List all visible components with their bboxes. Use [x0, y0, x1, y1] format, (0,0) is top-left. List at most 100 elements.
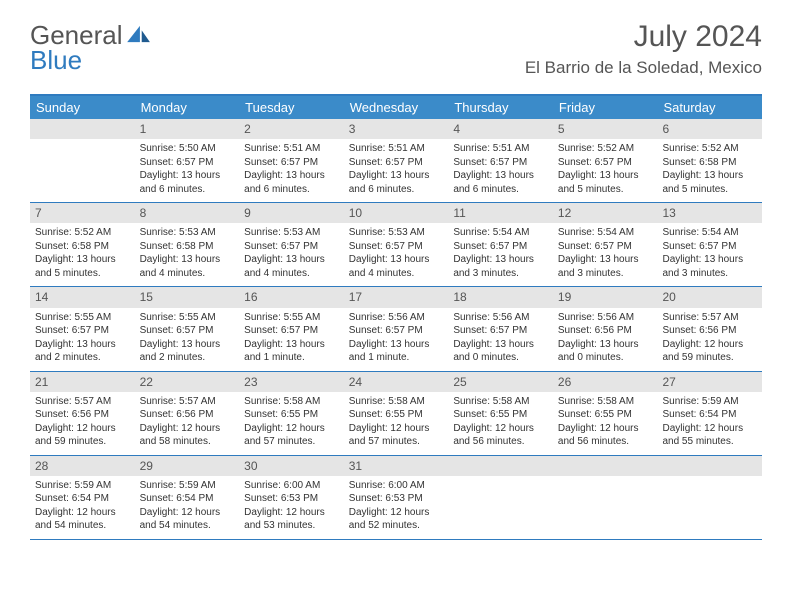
day-info-line: Sunset: 6:53 PM — [244, 492, 339, 506]
day-info-line: Sunset: 6:56 PM — [35, 408, 130, 422]
day-info-line: Daylight: 13 hours — [244, 338, 339, 352]
day-number: 27 — [657, 372, 762, 392]
day-cell: 9Sunrise: 5:53 AMSunset: 6:57 PMDaylight… — [239, 203, 344, 286]
day-info-line: Daylight: 13 hours — [244, 253, 339, 267]
day-cell: 19Sunrise: 5:56 AMSunset: 6:56 PMDayligh… — [553, 287, 658, 370]
day-body: Sunrise: 5:55 AMSunset: 6:57 PMDaylight:… — [239, 308, 344, 371]
day-body: Sunrise: 5:52 AMSunset: 6:57 PMDaylight:… — [553, 139, 658, 202]
location: El Barrio de la Soledad, Mexico — [525, 58, 762, 78]
day-body: Sunrise: 5:55 AMSunset: 6:57 PMDaylight:… — [135, 308, 240, 371]
day-info-line: and 0 minutes. — [558, 351, 653, 365]
day-body: Sunrise: 5:52 AMSunset: 6:58 PMDaylight:… — [30, 223, 135, 286]
day-cell: 16Sunrise: 5:55 AMSunset: 6:57 PMDayligh… — [239, 287, 344, 370]
day-info-line: Daylight: 13 hours — [140, 338, 235, 352]
day-number: 24 — [344, 372, 449, 392]
day-info-line: Sunrise: 5:59 AM — [662, 395, 757, 409]
day-number: 17 — [344, 287, 449, 307]
day-info-line: Sunset: 6:57 PM — [662, 240, 757, 254]
day-number: 23 — [239, 372, 344, 392]
day-info-line: Sunset: 6:57 PM — [453, 324, 548, 338]
week-row: 21Sunrise: 5:57 AMSunset: 6:56 PMDayligh… — [30, 372, 762, 456]
day-info-line: Sunset: 6:56 PM — [662, 324, 757, 338]
day-info-line: Sunset: 6:57 PM — [35, 324, 130, 338]
day-body: Sunrise: 5:53 AMSunset: 6:57 PMDaylight:… — [239, 223, 344, 286]
day-cell: 10Sunrise: 5:53 AMSunset: 6:57 PMDayligh… — [344, 203, 449, 286]
day-info-line: and 5 minutes. — [558, 183, 653, 197]
day-info-line: Daylight: 13 hours — [140, 253, 235, 267]
day-info-line: Sunrise: 5:53 AM — [244, 226, 339, 240]
week-row: 1Sunrise: 5:50 AMSunset: 6:57 PMDaylight… — [30, 119, 762, 203]
day-info-line: and 56 minutes. — [558, 435, 653, 449]
day-cell: 25Sunrise: 5:58 AMSunset: 6:55 PMDayligh… — [448, 372, 553, 455]
day-info-line: and 52 minutes. — [349, 519, 444, 533]
day-body: Sunrise: 5:56 AMSunset: 6:57 PMDaylight:… — [448, 308, 553, 371]
weekday-header: Saturday — [657, 96, 762, 119]
day-info-line: Sunrise: 5:54 AM — [662, 226, 757, 240]
day-cell: 27Sunrise: 5:59 AMSunset: 6:54 PMDayligh… — [657, 372, 762, 455]
day-info-line: Sunrise: 6:00 AM — [349, 479, 444, 493]
day-body: Sunrise: 6:00 AMSunset: 6:53 PMDaylight:… — [344, 476, 449, 539]
day-info-line: and 3 minutes. — [453, 267, 548, 281]
day-info-line: Sunrise: 5:59 AM — [140, 479, 235, 493]
day-info-line: and 3 minutes. — [558, 267, 653, 281]
day-info-line: Daylight: 12 hours — [453, 422, 548, 436]
weekday-header: Monday — [135, 96, 240, 119]
day-info-line: and 55 minutes. — [662, 435, 757, 449]
day-info-line: Daylight: 13 hours — [558, 169, 653, 183]
weekday-header: Wednesday — [344, 96, 449, 119]
day-info-line: Daylight: 13 hours — [453, 338, 548, 352]
day-number: 18 — [448, 287, 553, 307]
day-info-line: Sunrise: 5:52 AM — [558, 142, 653, 156]
day-number: 4 — [448, 119, 553, 139]
day-body: Sunrise: 5:54 AMSunset: 6:57 PMDaylight:… — [657, 223, 762, 286]
day-info-line: Sunrise: 5:57 AM — [140, 395, 235, 409]
day-number — [553, 456, 658, 476]
day-info-line: Sunset: 6:57 PM — [244, 156, 339, 170]
day-info-line: and 1 minute. — [244, 351, 339, 365]
day-number: 26 — [553, 372, 658, 392]
day-body: Sunrise: 5:59 AMSunset: 6:54 PMDaylight:… — [657, 392, 762, 455]
day-info-line: and 57 minutes. — [244, 435, 339, 449]
day-body: Sunrise: 5:58 AMSunset: 6:55 PMDaylight:… — [239, 392, 344, 455]
calendar: SundayMondayTuesdayWednesdayThursdayFrid… — [30, 94, 762, 540]
day-info-line: Sunset: 6:55 PM — [558, 408, 653, 422]
day-cell — [657, 456, 762, 539]
day-info-line: and 56 minutes. — [453, 435, 548, 449]
day-body: Sunrise: 5:57 AMSunset: 6:56 PMDaylight:… — [657, 308, 762, 371]
day-cell: 5Sunrise: 5:52 AMSunset: 6:57 PMDaylight… — [553, 119, 658, 202]
day-cell: 4Sunrise: 5:51 AMSunset: 6:57 PMDaylight… — [448, 119, 553, 202]
day-number: 10 — [344, 203, 449, 223]
day-info-line: Sunrise: 5:57 AM — [662, 311, 757, 325]
day-number: 14 — [30, 287, 135, 307]
day-info-line: Sunset: 6:54 PM — [662, 408, 757, 422]
day-info-line: Sunrise: 5:52 AM — [35, 226, 130, 240]
day-body: Sunrise: 5:52 AMSunset: 6:58 PMDaylight:… — [657, 139, 762, 202]
day-body: Sunrise: 5:53 AMSunset: 6:57 PMDaylight:… — [344, 223, 449, 286]
day-info-line: Sunset: 6:53 PM — [349, 492, 444, 506]
weekday-header: Thursday — [448, 96, 553, 119]
day-cell: 14Sunrise: 5:55 AMSunset: 6:57 PMDayligh… — [30, 287, 135, 370]
day-info-line: and 3 minutes. — [662, 267, 757, 281]
week-row: 28Sunrise: 5:59 AMSunset: 6:54 PMDayligh… — [30, 456, 762, 540]
day-info-line: and 5 minutes. — [35, 267, 130, 281]
day-number: 9 — [239, 203, 344, 223]
day-info-line: Sunrise: 5:55 AM — [244, 311, 339, 325]
day-number: 2 — [239, 119, 344, 139]
day-cell: 8Sunrise: 5:53 AMSunset: 6:58 PMDaylight… — [135, 203, 240, 286]
day-cell: 30Sunrise: 6:00 AMSunset: 6:53 PMDayligh… — [239, 456, 344, 539]
day-cell: 6Sunrise: 5:52 AMSunset: 6:58 PMDaylight… — [657, 119, 762, 202]
day-body: Sunrise: 6:00 AMSunset: 6:53 PMDaylight:… — [239, 476, 344, 539]
day-body: Sunrise: 5:58 AMSunset: 6:55 PMDaylight:… — [344, 392, 449, 455]
day-info-line: Sunrise: 5:54 AM — [558, 226, 653, 240]
day-cell: 3Sunrise: 5:51 AMSunset: 6:57 PMDaylight… — [344, 119, 449, 202]
day-info-line: Sunset: 6:57 PM — [558, 240, 653, 254]
day-body: Sunrise: 5:57 AMSunset: 6:56 PMDaylight:… — [135, 392, 240, 455]
day-body: Sunrise: 5:51 AMSunset: 6:57 PMDaylight:… — [344, 139, 449, 202]
day-cell: 28Sunrise: 5:59 AMSunset: 6:54 PMDayligh… — [30, 456, 135, 539]
day-info-line: and 4 minutes. — [244, 267, 339, 281]
day-info-line: Sunrise: 5:55 AM — [35, 311, 130, 325]
day-body: Sunrise: 5:58 AMSunset: 6:55 PMDaylight:… — [553, 392, 658, 455]
day-info-line: Sunrise: 5:53 AM — [349, 226, 444, 240]
day-info-line: and 53 minutes. — [244, 519, 339, 533]
day-info-line: and 6 minutes. — [349, 183, 444, 197]
